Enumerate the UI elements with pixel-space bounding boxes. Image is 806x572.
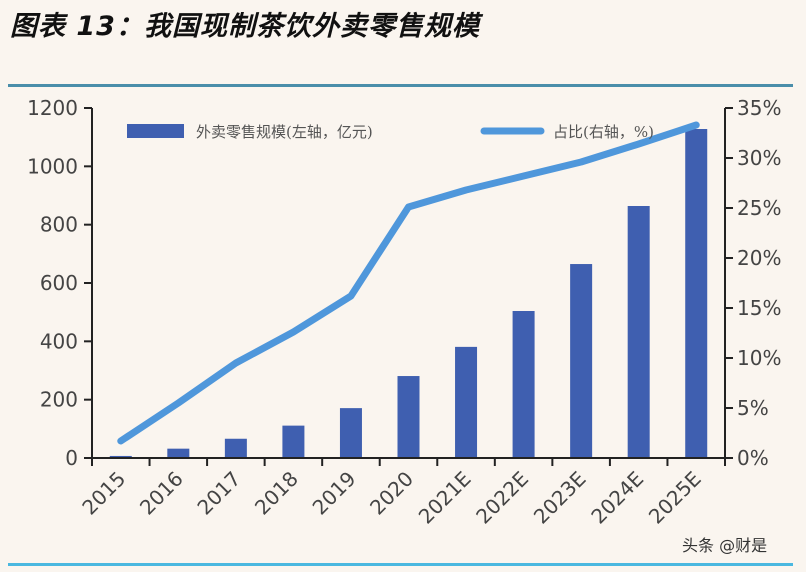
left-tick-label: 200 xyxy=(40,388,78,412)
bar-2015 xyxy=(109,455,132,458)
bottom-divider xyxy=(8,563,793,566)
x-tick-label: 2017 xyxy=(192,467,245,520)
x-tick-label: 2020 xyxy=(365,467,418,520)
x-tick-label: 2021E xyxy=(414,467,476,529)
bar-2018 xyxy=(282,425,305,458)
right-tick-label: 10% xyxy=(737,346,781,370)
legend: 外卖零售规模(左轴，亿元) 占比(右轴，%) xyxy=(127,123,654,141)
left-tick-label: 1000 xyxy=(27,154,78,178)
bar-2023E xyxy=(570,264,593,458)
bar-series xyxy=(109,129,708,458)
share-line xyxy=(117,121,700,445)
x-tick-label: 2015 xyxy=(77,467,130,520)
left-tick-label: 600 xyxy=(40,271,78,295)
right-tick-label: 30% xyxy=(737,146,781,170)
x-tick-label: 2022E xyxy=(471,467,533,529)
left-tick-label: 400 xyxy=(40,329,78,353)
x-tick-label: 2024E xyxy=(586,467,648,529)
top-divider xyxy=(8,84,793,87)
x-tick-label: 2019 xyxy=(308,467,361,520)
bar-2021E xyxy=(455,346,478,458)
x-tick-label: 2018 xyxy=(250,467,303,520)
legend-bar-swatch xyxy=(127,124,184,138)
bar-2019 xyxy=(339,408,362,458)
axes: 0 200 400 600 800 1000 1200 0% 5% 10% 15% 20% 25% 30%… xyxy=(27,96,781,528)
right-tick-label: 20% xyxy=(737,246,781,270)
watermark: 头条 @财是 xyxy=(682,536,768,555)
left-tick-label: 1200 xyxy=(27,96,78,120)
right-tick-label: 35% xyxy=(737,96,781,120)
bar-2017 xyxy=(224,438,247,458)
left-tick-label: 0 xyxy=(65,446,78,470)
bar-2016 xyxy=(167,448,190,458)
chart-title: 图表 13：我国现制茶饮外卖零售规模 xyxy=(10,11,480,42)
legend-line-label: 占比(右轴，%) xyxy=(553,123,654,141)
bar-2020 xyxy=(397,376,420,458)
bar-2022E xyxy=(512,311,535,458)
right-tick-label: 0% xyxy=(737,446,769,470)
right-tick-label: 5% xyxy=(737,396,769,420)
bar-2025E xyxy=(685,129,708,458)
right-tick-label: 25% xyxy=(737,196,781,220)
x-tick-label: 2025E xyxy=(644,467,706,529)
left-tick-label: 800 xyxy=(40,213,78,237)
bar-2024E xyxy=(627,206,650,458)
legend-bar-label: 外卖零售规模(左轴，亿元) xyxy=(196,123,373,141)
x-tick-label: 2016 xyxy=(135,467,188,520)
x-tick-label: 2023E xyxy=(529,467,591,529)
right-tick-label: 15% xyxy=(737,296,781,320)
